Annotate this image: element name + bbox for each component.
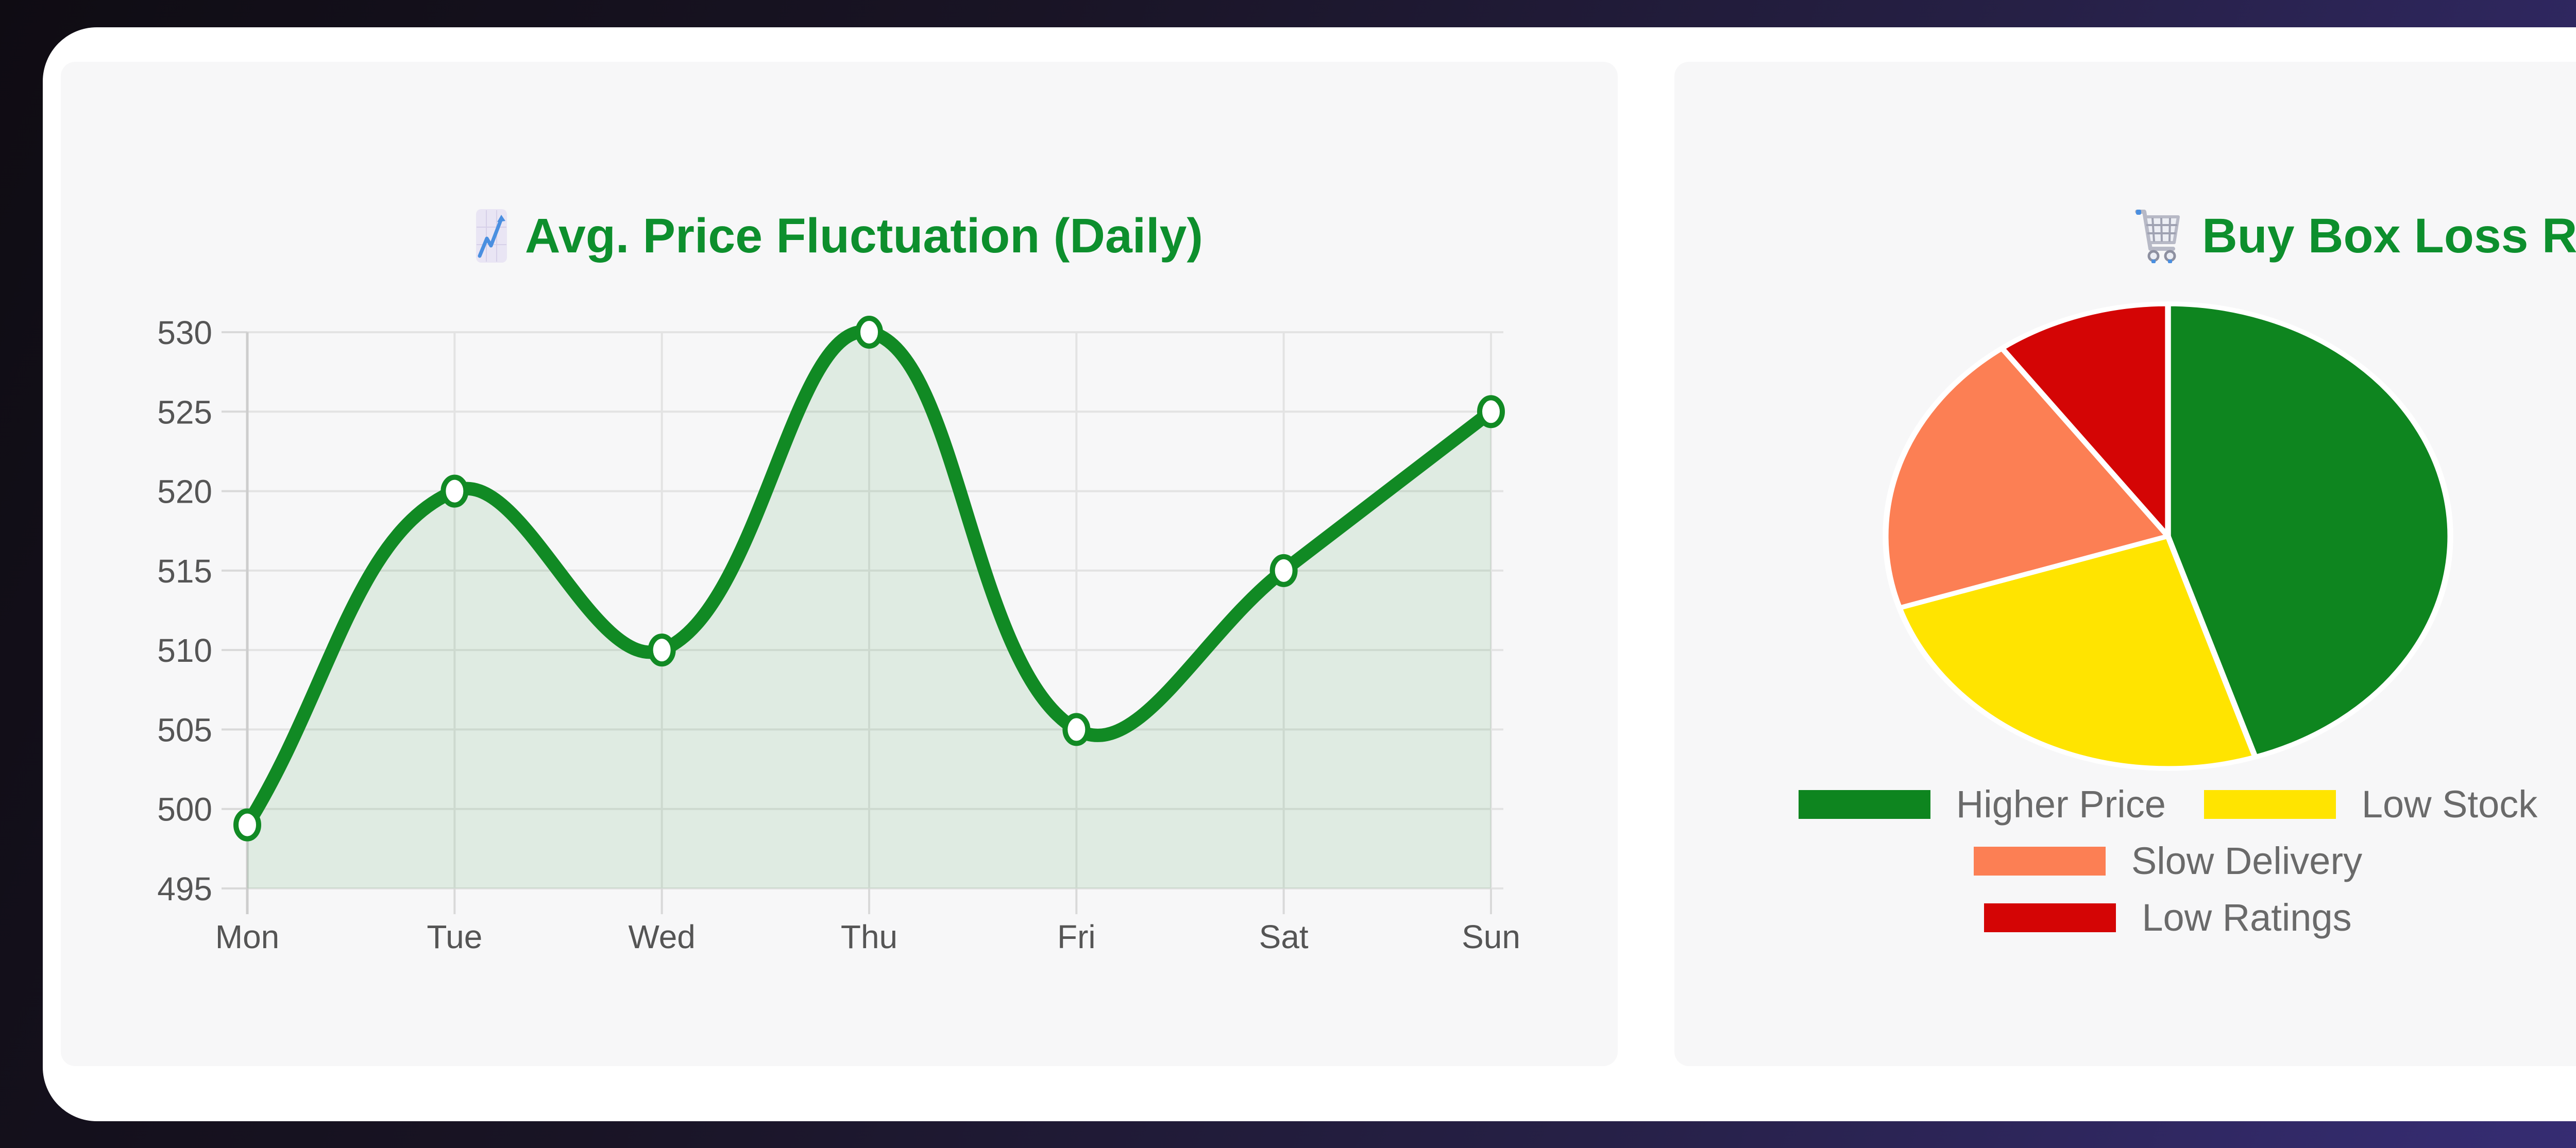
pie-chart-canvas (1883, 301, 2453, 771)
legend-label: Slow Delivery (2131, 839, 2363, 882)
y-tick-label: 525 (157, 393, 212, 431)
buybox-pie-chart[interactable] (1877, 297, 2459, 776)
x-tick-label: Fri (1057, 918, 1096, 955)
price-line-chart[interactable]: 495 500 505 510 515 520 525 530 Mon Tue Wed Thu Fri S… (61, 278, 1618, 1030)
x-tick-label: Sat (1259, 918, 1309, 955)
legend-label: Low Stock (2361, 783, 2538, 826)
data-point[interactable] (1269, 554, 1298, 587)
x-tick-label: Wed (628, 918, 695, 955)
y-tick-label: 500 (157, 791, 212, 828)
pie-legend: Higher Price Low Stock Slow Delivery Low Ra… (1674, 785, 2576, 937)
line-area (247, 331, 1491, 889)
legend-row: Higher Price Low Stock (1798, 783, 2537, 826)
x-tick-label: Thu (841, 918, 897, 955)
data-point[interactable] (233, 808, 261, 842)
legend-label: Higher Price (1956, 783, 2166, 826)
data-point[interactable] (440, 474, 469, 508)
x-tick-label: Mon (215, 918, 280, 955)
data-point[interactable] (648, 633, 676, 667)
data-point[interactable] (1477, 395, 1505, 429)
pie-slice-low-stock[interactable] (1896, 534, 2259, 771)
pie-slice-higher-price[interactable] (2165, 301, 2453, 760)
legend-row: Slow Delivery (1973, 839, 2363, 882)
pie-slice-slow-delivery[interactable] (1883, 346, 2171, 611)
chart-increasing-icon (476, 209, 507, 263)
y-tick-label: 510 (157, 632, 212, 669)
legend-label: Low Ratings (2142, 896, 2352, 939)
price-chart-title-text: Avg. Price Fluctuation (Daily) (524, 208, 1204, 263)
x-tick-label: Tue (427, 918, 482, 955)
price-chart-title: Avg. Price Fluctuation (Daily) (61, 200, 1618, 272)
y-tick-label: 515 (157, 553, 212, 590)
pie-slice-low-ratings[interactable] (1999, 301, 2171, 539)
legend-item-slow-delivery[interactable]: Slow Delivery (1973, 839, 2363, 882)
line-chart-canvas: 495 500 505 510 515 520 525 530 Mon Tue Wed Thu Fri S… (157, 314, 1520, 955)
x-tick-label: Sun (1462, 918, 1520, 955)
data-point[interactable] (1062, 713, 1091, 746)
legend-swatch (1798, 790, 1930, 819)
buybox-chart-title-text: Buy Box Loss Reasons (2202, 208, 2576, 263)
legend-item-low-stock[interactable]: Low Stock (2204, 785, 2537, 824)
y-tick-label: 530 (157, 314, 212, 351)
legend-swatch (2204, 790, 2336, 819)
legend-item-higher-price[interactable]: Higher Price (1798, 783, 2166, 826)
charts-card: Avg. Price Fluctuation (Daily) 495 500 505… (43, 27, 2576, 1121)
legend-swatch (1973, 847, 2106, 876)
buybox-chart-title: Buy Box Loss Reasons (1674, 200, 2576, 272)
legend-row: Low Ratings (1984, 896, 2352, 939)
price-fluctuation-panel: Avg. Price Fluctuation (Daily) 495 500 505… (61, 62, 1618, 1066)
y-tick-label: 520 (157, 473, 212, 510)
data-point[interactable] (855, 316, 883, 349)
legend-swatch (1984, 903, 2116, 932)
y-tick-label: 505 (157, 711, 212, 748)
buybox-loss-panel: Buy Box Loss Reasons Higher Price Low Sto… (1674, 62, 2576, 1066)
shopping-cart-icon (2135, 210, 2180, 263)
y-tick-label: 495 (157, 870, 212, 907)
legend-item-low-ratings[interactable]: Low Ratings (1984, 896, 2352, 939)
